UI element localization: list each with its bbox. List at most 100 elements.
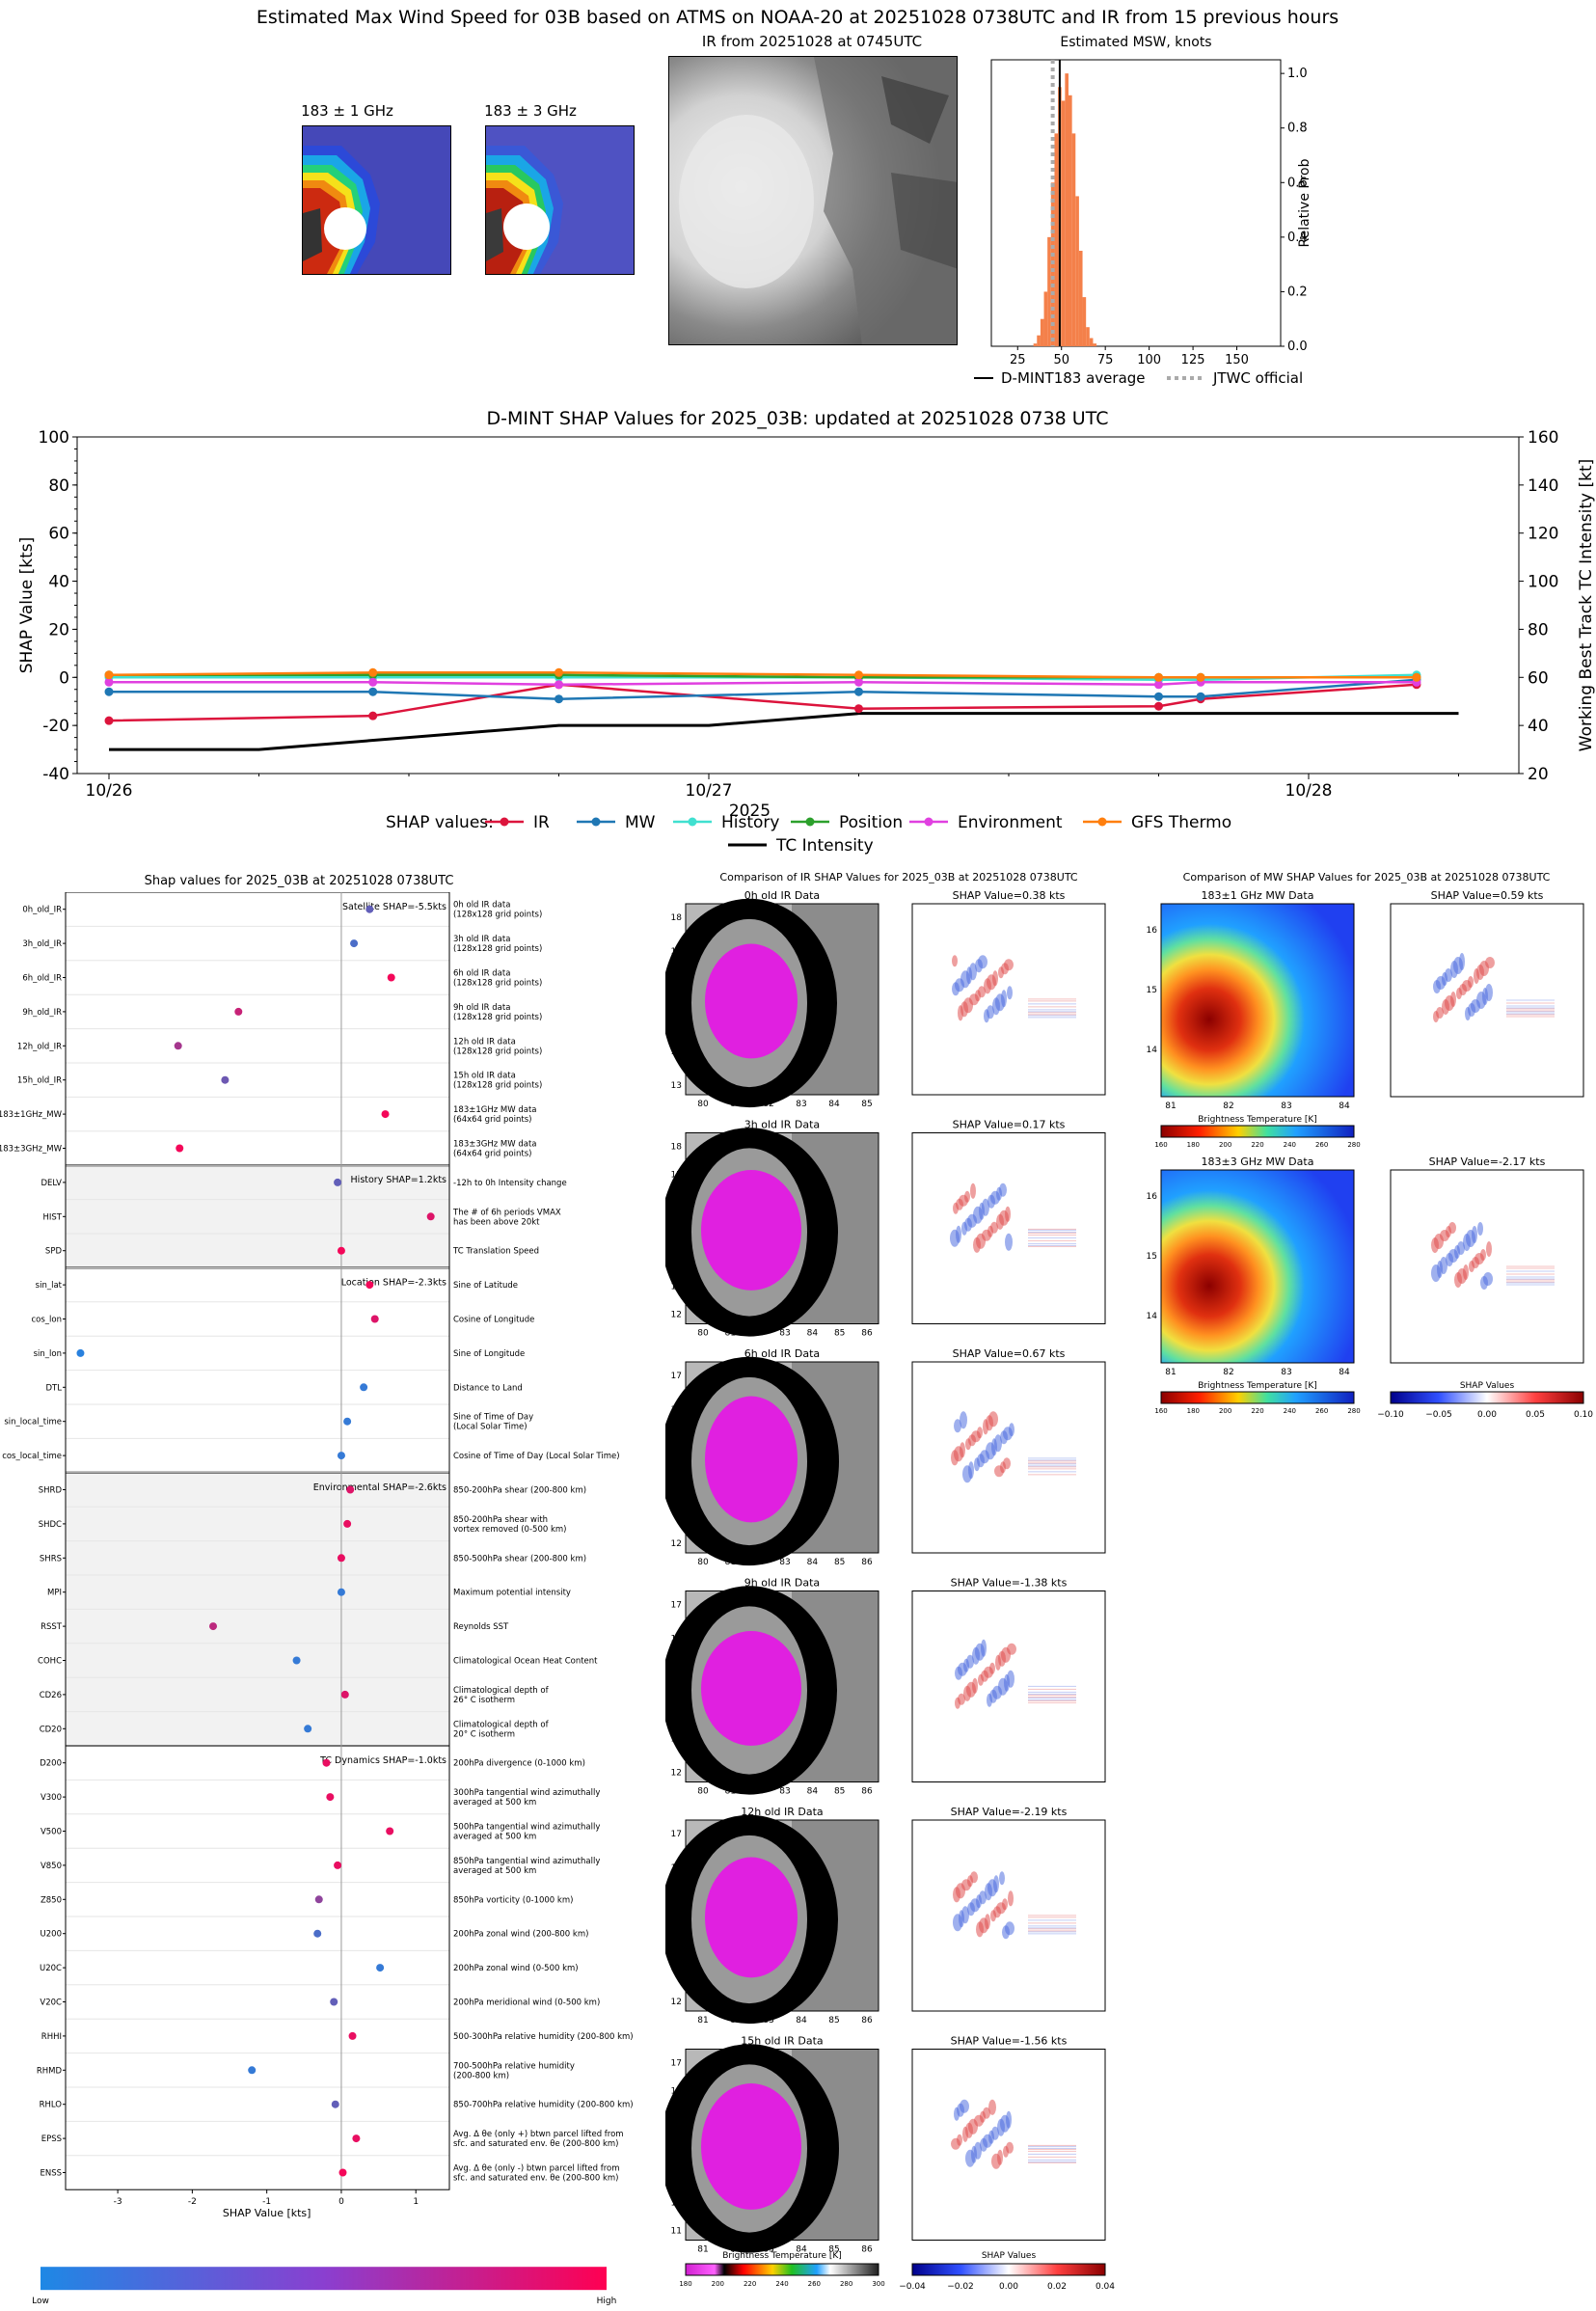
legend-jtwc-label: JTWC official — [1212, 369, 1303, 387]
shap-map-image — [911, 2049, 1106, 2241]
feature-desc: (64x64 grid points) — [453, 1150, 531, 1159]
ts-legend-marker — [591, 817, 601, 827]
feature-name: 12h_old_IR — [17, 1042, 62, 1051]
feature-point — [292, 1656, 301, 1665]
shap-blob — [952, 982, 960, 996]
ir-shap-cbar-tick: 0.00 — [999, 2282, 1018, 2292]
features-title: Shap values for 2025_03B at 20251028 073… — [144, 874, 454, 888]
shap-blob — [1476, 992, 1486, 1009]
feature-name: SHRS — [40, 1554, 62, 1563]
feat-xlabel: SHAP Value [kts] — [223, 2207, 311, 2219]
msw-ytick-label: 0.6 — [1287, 176, 1308, 190]
msw-bar — [1069, 95, 1072, 346]
ir-xtick-label: 83 — [779, 1787, 790, 1797]
ir-data-image — [665, 1128, 879, 1337]
ir-xtick-label: 85 — [828, 2245, 839, 2255]
shap-frame — [1390, 1169, 1584, 1364]
ir-ytick-label: 15 — [671, 1668, 682, 1677]
ir-xtick-label: 81 — [725, 1558, 736, 1567]
mw-xtick-label: 81 — [1165, 1101, 1176, 1111]
feature-name: 6h_old_IR — [22, 974, 62, 984]
ir-ytick-label: 17 — [671, 2059, 682, 2069]
ts-ytick-right-label: 120 — [1528, 525, 1558, 544]
shap-blob — [984, 1009, 989, 1023]
ir-ytick-label: 14 — [671, 1255, 683, 1264]
feature-point — [330, 1998, 338, 2006]
feature-desc: (128x128 grid points) — [453, 1081, 542, 1091]
feature-desc: 26° C isotherm — [453, 1696, 515, 1705]
ir-ytick-label: 14 — [671, 2143, 683, 2153]
ts-ytick-label: -20 — [42, 717, 69, 736]
shap-blob — [998, 966, 1004, 979]
shap-map-image — [1390, 903, 1584, 1098]
shap-blob — [958, 1005, 963, 1021]
shap-blob — [991, 2153, 1001, 2169]
feature-value-colorbar — [41, 2267, 607, 2291]
feature-desc: Distance to Land — [453, 1383, 523, 1393]
shap-blob — [1433, 980, 1441, 993]
feature-desc: 850hPa tangential wind azimuthally — [453, 1857, 600, 1866]
feature-point — [387, 973, 395, 982]
ts-ytick-right-label: 100 — [1528, 573, 1558, 592]
mw-ytick-label: 16 — [1147, 1192, 1158, 1202]
mw-data-image — [1160, 1169, 1355, 1364]
ts-legend-marker — [688, 817, 697, 827]
shap-map-image — [911, 1819, 1106, 2012]
ir-xtick-label: 86 — [861, 2245, 873, 2255]
ir-xtick-label: 83 — [763, 2016, 773, 2026]
msw-bar — [1054, 133, 1059, 346]
shap-blob — [965, 1438, 971, 1451]
ir-xtick-label: 85 — [834, 1329, 845, 1339]
shap-blob — [1465, 1007, 1471, 1020]
feature-name: sin_local_time — [4, 1418, 62, 1427]
mw-cbar-tick: 240 — [1284, 1407, 1296, 1415]
feature-desc: 200hPa zonal wind (200-800 km) — [453, 1930, 588, 1940]
feature-point — [352, 2134, 361, 2143]
feature-name: V20C — [40, 1998, 62, 2008]
ir-cbar-tick: 200 — [712, 2280, 724, 2288]
mw-cbar-tick: 280 — [1347, 1407, 1360, 1415]
ir-ytick-label: 13 — [671, 2171, 682, 2181]
feature-desc: sfc. and saturated env. θe (200-800 km) — [453, 2174, 619, 2184]
ir-shap-title: SHAP Value=0.17 kts — [953, 1119, 1066, 1131]
ir-image — [668, 56, 958, 345]
shap-blob — [969, 993, 979, 1006]
ir-ytick-label: 14 — [671, 1472, 683, 1482]
msw-xtick-label: 50 — [1053, 353, 1069, 367]
feature-name: HIST — [43, 1212, 63, 1222]
feature-point — [337, 1452, 345, 1460]
shap-blob — [988, 2099, 996, 2115]
feature-name: sin_lon — [34, 1349, 62, 1359]
feature-point — [326, 1793, 335, 1802]
ir-colorbar — [685, 2263, 879, 2276]
ir-ytick-label: 16 — [671, 1405, 683, 1415]
shap-blob — [950, 1229, 960, 1247]
feature-name: 15h_old_IR — [17, 1076, 62, 1086]
ir-xtick-label: 85 — [828, 2016, 839, 2026]
ts-legend-label: Position — [839, 813, 903, 832]
ir-shap-title: SHAP Value=-2.19 kts — [951, 1806, 1068, 1818]
feature-point — [76, 1348, 85, 1357]
shap-blob — [1003, 2145, 1009, 2158]
feature-point — [381, 1110, 390, 1119]
feature-point — [365, 1281, 374, 1290]
ir-ytick-label: 12 — [671, 1769, 682, 1779]
ts-xtick-label: 10/26 — [86, 781, 133, 801]
feature-desc: Cosine of Time of Day (Local Solar Time) — [453, 1452, 620, 1461]
shap-blob — [953, 1202, 959, 1214]
shap-blob — [1477, 1222, 1483, 1236]
feat-xtick-label: 1 — [413, 2197, 419, 2207]
series-point — [368, 687, 378, 696]
ir-image-graphic — [669, 57, 957, 344]
ir-frame — [685, 1819, 879, 2012]
shap-blob — [1474, 968, 1479, 984]
shap-blob — [997, 2118, 1005, 2136]
mw-ytick-label: 15 — [1147, 986, 1157, 995]
ts-legend-label: GFS Thermo — [1131, 813, 1231, 832]
msw-bar — [1047, 236, 1051, 346]
ir-frame — [685, 1591, 879, 1782]
feature-name: 3h_old_IR — [22, 939, 62, 949]
ir-ytick-label: 17 — [671, 1372, 682, 1381]
feature-desc: (128x128 grid points) — [453, 944, 542, 954]
feature-name: V500 — [41, 1828, 62, 1837]
